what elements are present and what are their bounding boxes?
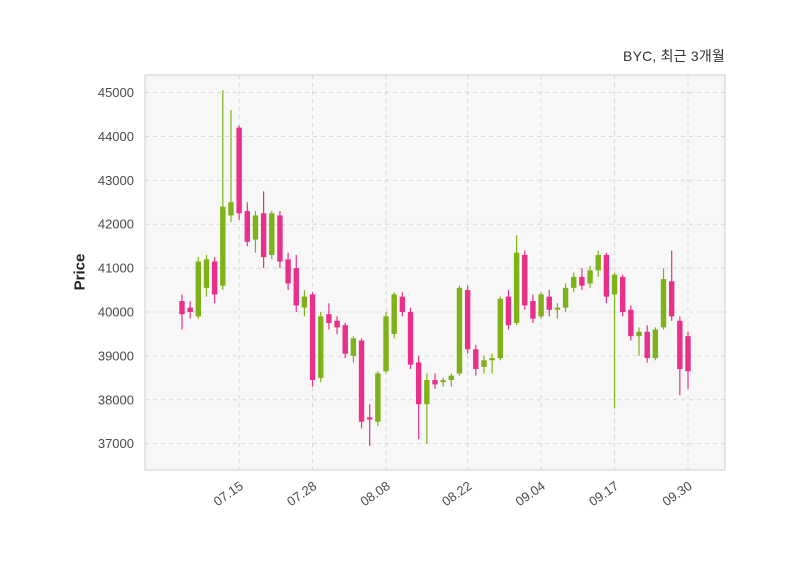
candle-body: [685, 336, 691, 372]
candle-body: [383, 316, 389, 372]
candle-body: [179, 301, 185, 315]
candle-body: [497, 298, 503, 359]
candle-body: [407, 312, 414, 365]
x-tick-label: 08.08: [357, 478, 392, 509]
plot-border: [144, 74, 726, 471]
candle-body: [579, 276, 585, 286]
candle-body: [399, 296, 406, 312]
x-tick-label: 07.15: [211, 478, 246, 509]
x-tick-label: 07.28: [284, 478, 319, 509]
candle-body: [244, 211, 250, 242]
candle-body: [505, 296, 512, 326]
y-tick-label: 45000: [98, 85, 134, 100]
candle-body: [554, 307, 561, 310]
y-tick-label: 44000: [98, 129, 134, 144]
candle-body: [456, 287, 463, 374]
candle-body: [350, 338, 357, 356]
candle-body: [269, 213, 275, 255]
candle-body: [301, 296, 308, 308]
candle-body: [260, 213, 267, 258]
y-axis-label: Price: [71, 253, 89, 291]
y-tick-label: 40000: [98, 305, 134, 320]
candle-body: [668, 281, 675, 317]
candle-body: [187, 307, 193, 312]
candle-body: [195, 261, 202, 317]
candle-body: [644, 331, 650, 359]
candle-body: [522, 254, 528, 306]
candle-body: [326, 314, 332, 323]
candle-body: [367, 417, 373, 420]
y-tick-label: 41000: [98, 261, 134, 276]
candle-body: [432, 380, 438, 385]
candle-body: [203, 259, 210, 288]
candle-body: [440, 380, 446, 383]
candle-body: [464, 290, 471, 350]
x-tick-label: 08.22: [439, 478, 474, 509]
candle-body: [424, 380, 430, 405]
candle-body: [358, 340, 365, 422]
candle-body: [277, 215, 283, 262]
candle-body: [236, 127, 242, 214]
candle-body: [211, 261, 218, 295]
candle-body: [595, 254, 601, 271]
candle-body: [481, 360, 487, 367]
candle-body: [603, 254, 610, 297]
y-tick-label: 39000: [98, 348, 134, 363]
candle-body: [489, 358, 495, 361]
candle-body: [652, 329, 659, 359]
candle-body: [587, 270, 593, 284]
candle-body: [538, 294, 544, 317]
candle-body: [220, 206, 226, 286]
candle-body: [546, 296, 552, 310]
candle-body: [293, 268, 299, 306]
candle-body: [636, 331, 642, 337]
candle-body: [334, 320, 340, 328]
candle-body: [571, 276, 577, 288]
y-tick-label: 42000: [98, 217, 134, 232]
y-tick-label: 37000: [98, 436, 134, 451]
x-tick-label: 09.04: [513, 478, 548, 509]
candle-body: [285, 259, 291, 284]
candle-body: [513, 252, 520, 323]
candle-body: [677, 320, 683, 370]
x-tick-label: 09.17: [586, 478, 621, 509]
plot-background: [145, 75, 725, 470]
candle-body: [415, 362, 422, 405]
candle-body: [318, 316, 324, 378]
candle-body: [620, 276, 626, 312]
candle-body: [562, 287, 569, 308]
x-tick-label: 09.30: [659, 478, 694, 509]
y-tick-label: 43000: [98, 173, 134, 188]
candle-body: [611, 274, 618, 295]
candle-body: [530, 301, 536, 319]
candle-body: [309, 294, 316, 381]
candle-body: [252, 215, 259, 240]
candle-body: [375, 373, 381, 422]
candle-body: [448, 375, 455, 381]
y-tick-label: 38000: [98, 392, 134, 407]
candle-body: [628, 309, 634, 337]
chart-title: BYC, 최근 3개월: [623, 48, 725, 64]
candle-body: [391, 294, 397, 334]
candle-body: [342, 325, 348, 354]
candle-body: [660, 279, 667, 328]
candle-body: [228, 202, 234, 216]
candle-body: [473, 349, 479, 370]
